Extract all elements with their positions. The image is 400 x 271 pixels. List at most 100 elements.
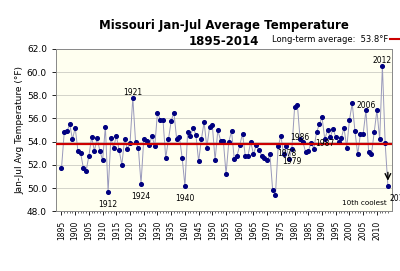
Point (267, 152, 273, 157)
Point (152, 144, 158, 149)
Point (58, 166, 65, 170)
Point (250, 152, 257, 157)
Point (349, 101, 356, 105)
Point (360, 131, 366, 136)
Point (83, 169, 89, 173)
Point (261, 156, 268, 160)
Text: 1912: 1912 (98, 200, 118, 209)
Point (162, 156, 169, 160)
Y-axis label: Jan-Jul Avg Temperature (°F): Jan-Jul Avg Temperature (°F) (15, 66, 24, 194)
Point (330, 127, 336, 131)
Point (344, 145, 350, 150)
Point (379, 64, 386, 68)
Point (357, 131, 364, 136)
Point (110, 145, 117, 150)
Point (132, 140, 139, 144)
Point (174, 137, 180, 141)
Point (149, 134, 155, 138)
Point (248, 140, 254, 144)
Point (354, 152, 361, 157)
Point (157, 117, 164, 122)
Title: Missouri Jan-Jul Average Temperature
1895-2014: Missouri Jan-Jul Average Temperature 189… (99, 19, 349, 48)
Point (223, 172, 229, 176)
Point (275, 144, 281, 149)
Point (253, 143, 260, 147)
Point (146, 143, 152, 147)
Point (127, 141, 133, 145)
Text: 1940: 1940 (175, 194, 195, 203)
Point (190, 125, 196, 130)
Point (143, 138, 150, 143)
Point (198, 137, 204, 141)
Point (382, 141, 388, 145)
Point (176, 135, 183, 139)
Point (324, 128, 331, 132)
Text: 1921: 1921 (123, 88, 142, 97)
Point (300, 140, 306, 144)
Point (72, 125, 78, 130)
Text: 1924: 1924 (132, 192, 151, 201)
Point (283, 144, 290, 149)
Point (366, 150, 372, 154)
Point (305, 149, 312, 153)
Text: 2014: 2014 (389, 194, 400, 203)
Point (105, 189, 111, 194)
Point (86, 153, 92, 158)
Point (179, 156, 185, 160)
Point (286, 157, 292, 161)
Point (215, 128, 221, 132)
Point (245, 153, 251, 158)
Point (138, 181, 144, 186)
Text: Long-term average:  53.8°F: Long-term average: 53.8°F (272, 35, 388, 44)
Point (64, 129, 70, 133)
Point (327, 135, 334, 139)
Point (335, 140, 342, 144)
Point (352, 129, 358, 133)
Text: 1979: 1979 (282, 157, 302, 166)
Point (171, 111, 177, 115)
Point (385, 184, 391, 188)
Point (140, 137, 147, 141)
Point (368, 152, 375, 157)
Point (130, 95, 136, 100)
Point (234, 153, 240, 158)
Point (313, 130, 320, 135)
Point (220, 138, 226, 143)
Point (346, 117, 353, 122)
Point (363, 108, 369, 112)
Point (184, 130, 191, 135)
Point (113, 134, 120, 138)
Point (270, 188, 276, 193)
Point (280, 152, 287, 157)
Point (338, 136, 344, 140)
Point (292, 105, 298, 109)
Point (196, 159, 202, 164)
Text: 1978: 1978 (277, 149, 296, 158)
Point (119, 163, 125, 167)
Point (341, 125, 347, 130)
Point (226, 140, 232, 144)
Point (124, 147, 130, 151)
Point (182, 184, 188, 188)
Point (206, 124, 213, 129)
Point (272, 193, 279, 197)
Point (332, 135, 339, 139)
Point (102, 124, 108, 129)
Point (374, 108, 380, 112)
Point (78, 151, 84, 156)
Point (116, 148, 122, 152)
Point (94, 136, 100, 140)
Point (187, 134, 194, 138)
Point (322, 137, 328, 141)
Point (91, 149, 98, 153)
Point (154, 111, 161, 115)
Point (236, 143, 243, 147)
Point (256, 148, 262, 152)
Point (108, 136, 114, 140)
Point (319, 115, 325, 120)
Point (97, 149, 103, 153)
Point (193, 133, 199, 137)
Point (228, 129, 235, 133)
Point (61, 130, 68, 135)
Point (212, 158, 218, 162)
